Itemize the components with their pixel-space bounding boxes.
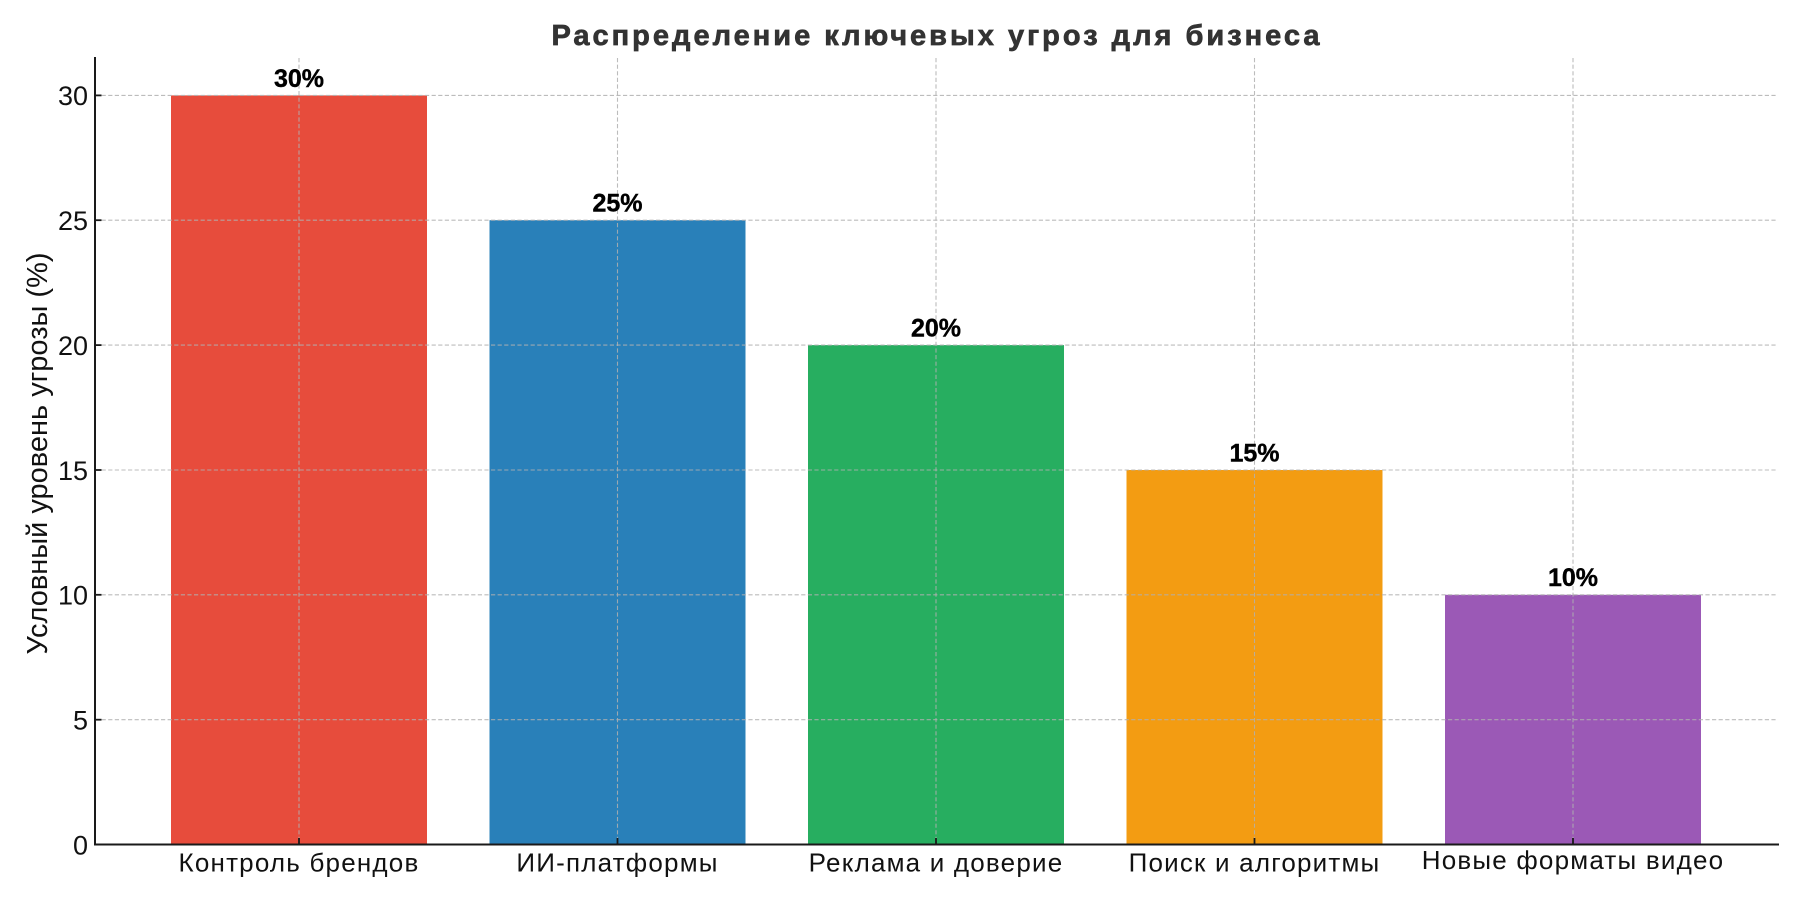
svg-text:Поиск и алгоритмы: Поиск и алгоритмы bbox=[1129, 848, 1381, 878]
svg-text:Реклама и доверие: Реклама и доверие bbox=[809, 848, 1064, 878]
svg-text:ИИ-платформы: ИИ-платформы bbox=[516, 848, 718, 878]
svg-text:10%: 10% bbox=[1548, 564, 1598, 592]
svg-text:10: 10 bbox=[58, 581, 88, 611]
svg-text:25: 25 bbox=[58, 206, 88, 236]
svg-text:Новые форматы видео: Новые форматы видео bbox=[1422, 845, 1725, 875]
svg-text:25%: 25% bbox=[592, 190, 642, 218]
svg-text:20%: 20% bbox=[911, 315, 961, 343]
svg-text:20: 20 bbox=[58, 331, 88, 361]
svg-text:Контроль брендов: Контроль брендов bbox=[179, 848, 420, 878]
svg-text:15%: 15% bbox=[1229, 439, 1279, 467]
svg-text:0: 0 bbox=[73, 830, 88, 860]
svg-text:Условный уровень угрозы (%): Условный уровень угрозы (%) bbox=[22, 252, 54, 654]
svg-text:30%: 30% bbox=[274, 65, 324, 93]
svg-text:Распределение ключевых угроз д: Распределение ключевых угроз для бизнеса bbox=[551, 20, 1322, 52]
svg-text:30: 30 bbox=[58, 81, 88, 111]
svg-text:15: 15 bbox=[58, 456, 88, 486]
svg-text:5: 5 bbox=[73, 706, 88, 736]
